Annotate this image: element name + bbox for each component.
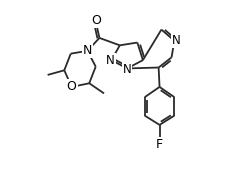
Text: F: F xyxy=(156,138,163,151)
Text: N: N xyxy=(172,34,181,47)
Text: N: N xyxy=(106,54,115,67)
Text: N: N xyxy=(123,63,132,76)
Text: N: N xyxy=(83,44,92,57)
Text: O: O xyxy=(67,80,77,93)
Text: O: O xyxy=(91,14,101,27)
